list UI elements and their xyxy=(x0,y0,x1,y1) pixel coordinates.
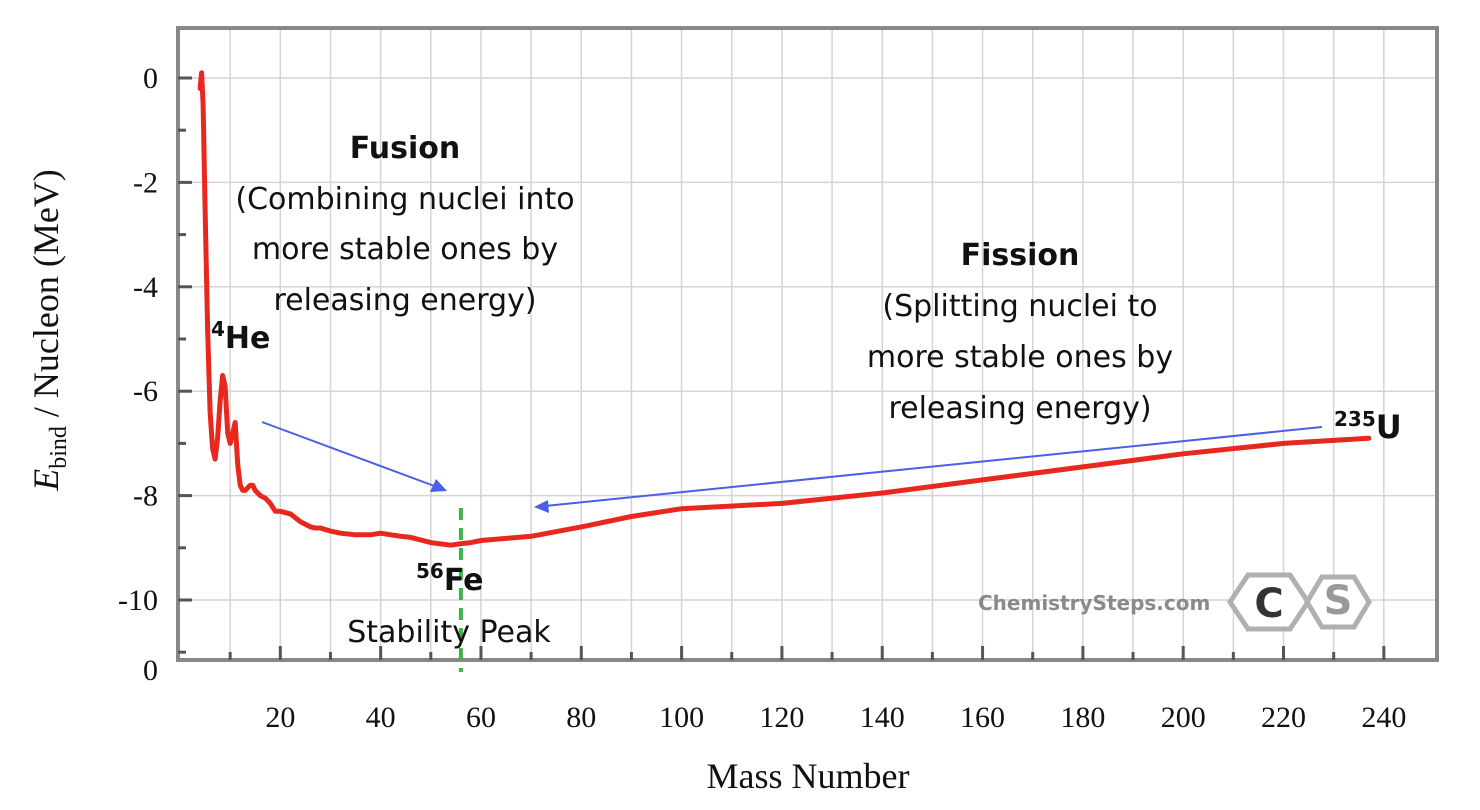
logo-letter-c: C xyxy=(1254,581,1283,627)
y-axis-title-sub: bind xyxy=(46,426,72,469)
he4-label: 4He xyxy=(211,317,270,356)
logo-letter-s: S xyxy=(1324,578,1353,624)
x-tick-label: 80 xyxy=(566,701,596,734)
fission-title: Fission xyxy=(961,238,1080,273)
fission-arrow xyxy=(544,426,1323,507)
x-tick-label: 180 xyxy=(1060,701,1105,734)
fission-desc-line-2: more stable ones by xyxy=(867,340,1173,375)
y-axis-title-main: E xyxy=(26,469,66,492)
x-tick-label: 240 xyxy=(1361,701,1406,734)
tick-labels: 20 40 60 80 100 120 140 160 180 200 220 2400-2-4-6-… xyxy=(118,62,1406,734)
fusion-desc-line-1: (Combining nuclei into xyxy=(235,182,574,217)
y-axis-title-rest: / Nucleon (MeV) xyxy=(26,169,66,426)
y-tick-label: -6 xyxy=(133,375,158,408)
fe56-label: 56Fe xyxy=(416,559,483,598)
grid-lines xyxy=(178,28,1437,660)
plot-border xyxy=(176,26,1439,662)
fission-arrow-head xyxy=(534,500,549,513)
x-tick-label: 40 xyxy=(366,701,396,734)
fusion-desc-line-3: releasing energy) xyxy=(273,283,536,318)
annotation-arrows xyxy=(261,421,1323,513)
x-tick-label: 160 xyxy=(960,701,1005,734)
x-tick-label: 100 xyxy=(659,701,704,734)
binding-energy-curve xyxy=(197,70,1372,548)
fe56-symbol: Fe xyxy=(444,563,484,598)
watermark-text: ChemistrySteps.com xyxy=(978,591,1210,615)
axis-ticks xyxy=(178,76,1386,660)
he4-mass: 4 xyxy=(211,317,225,341)
x-tick-label: 140 xyxy=(860,701,905,734)
y-tick-label: -4 xyxy=(133,271,158,304)
he4-symbol: He xyxy=(225,321,270,356)
logo-hexagon-c xyxy=(1226,572,1312,632)
logo-hexagon-s xyxy=(1304,574,1372,630)
y-bottom-label: 0 xyxy=(143,654,158,687)
watermark-logo: C S xyxy=(1226,572,1372,632)
y-axis-title: Ebind / Nucleon (MeV) xyxy=(26,169,72,492)
fusion-title: Fusion xyxy=(350,131,460,166)
x-tick-label: 120 xyxy=(759,701,804,734)
fe56-mass: 56 xyxy=(416,559,444,583)
fusion-arrow-head xyxy=(430,479,447,492)
fission-desc-line-1: (Splitting nuclei to xyxy=(882,289,1157,324)
x-tick-label: 220 xyxy=(1261,701,1306,734)
y-tick-label: -8 xyxy=(133,480,158,513)
stability-peak-label: Stability Peak xyxy=(347,615,551,650)
fission-desc-line-3: releasing energy) xyxy=(888,391,1151,426)
y-tick-label: 0 xyxy=(143,62,158,95)
plot-frame xyxy=(176,26,1439,662)
fusion-arrow xyxy=(261,421,438,488)
x-tick-label: 200 xyxy=(1161,701,1206,734)
u235-symbol: U xyxy=(1376,408,1402,446)
x-axis-title: Mass Number xyxy=(707,756,910,796)
y-tick-label: -2 xyxy=(133,166,158,199)
u235-mass: 235 xyxy=(1334,407,1376,431)
x-tick-label: 20 xyxy=(265,701,295,734)
u235-label: 235U xyxy=(1334,407,1402,446)
fusion-desc-line-2: more stable ones by xyxy=(252,232,558,267)
x-tick-label: 60 xyxy=(466,701,496,734)
y-tick-label: -10 xyxy=(118,584,158,617)
